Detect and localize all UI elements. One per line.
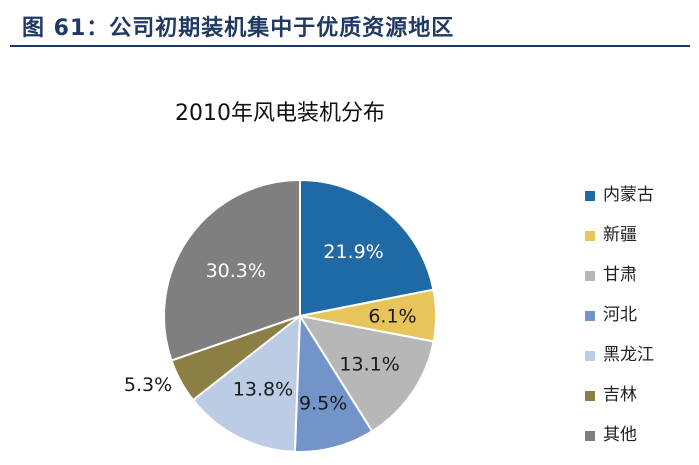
legend-label: 吉林: [603, 385, 637, 405]
legend-swatch: [585, 431, 595, 441]
legend-swatch: [585, 191, 595, 201]
legend-label: 河北: [603, 305, 637, 325]
figure-title-underline: [10, 45, 690, 47]
pie-slice-label-5: 13.8%: [233, 379, 293, 401]
pie-slice-1: [299, 178, 435, 318]
pie-slice-5: [191, 313, 302, 452]
legend-item-4: 河北: [585, 305, 654, 325]
pie-slice-label-1: 21.9%: [323, 241, 383, 263]
pie-slice-3: [297, 314, 435, 433]
legend-item-1: 内蒙古: [585, 185, 654, 205]
legend-label: 甘肃: [603, 265, 637, 285]
pie-slice-label-6: 5.3%: [124, 374, 172, 396]
legend-item-2: 新疆: [585, 225, 654, 245]
legend-item-5: 黑龙江: [585, 345, 654, 365]
chart-legend: 内蒙古新疆甘肃河北黑龙江吉林其他: [585, 185, 654, 465]
pie-slice-label-3: 13.1%: [339, 354, 399, 376]
pie-slice-label-7: 30.3%: [206, 260, 266, 282]
legend-label: 新疆: [603, 225, 637, 245]
legend-swatch: [585, 351, 595, 361]
legend-swatch: [585, 311, 595, 321]
legend-item-6: 吉林: [585, 385, 654, 405]
figure-header: 图 61：公司初期装机集中于优质资源地区: [0, 0, 699, 50]
chart-title: 2010年风电装机分布: [175, 101, 385, 126]
legend-swatch: [585, 391, 595, 401]
legend-label: 其他: [603, 425, 637, 445]
legend-item-3: 甘肃: [585, 265, 654, 285]
pie-slice-label-4: 9.5%: [299, 393, 347, 415]
pie-chart: 21.9% 6.1% 13.1% 9.5% 13.8% 5.3% 30.3%: [124, 178, 437, 452]
pie-slice-7: [163, 178, 301, 362]
figure-title: 图 61：公司初期装机集中于优质资源地区: [22, 16, 455, 41]
pie-slice-label-2: 6.1%: [368, 306, 416, 328]
legend-swatch: [585, 271, 595, 281]
legend-label: 黑龙江: [603, 345, 654, 365]
legend-swatch: [585, 231, 595, 241]
legend-item-7: 其他: [585, 425, 654, 445]
legend-label: 内蒙古: [603, 185, 654, 205]
